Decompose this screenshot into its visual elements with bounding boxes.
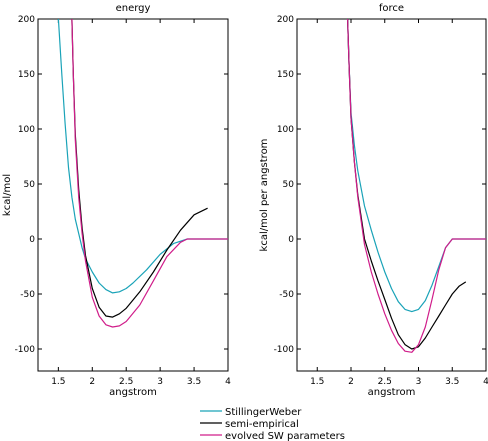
force-panel: force angstrom kcal/mol per angstrom 1.5… xyxy=(259,3,488,398)
energy-y-tick-label: -100 xyxy=(15,345,36,355)
energy-plot-frame xyxy=(37,18,229,372)
force-x-axis-label: angstrom xyxy=(368,387,416,398)
energy-x-axis-label: angstrom xyxy=(109,387,157,398)
energy-x-tick-label: 2 xyxy=(89,377,95,387)
energy-y-tick-label: 100 xyxy=(18,125,35,135)
force-y-tick-label: 0 xyxy=(288,235,294,245)
energy-y-axis-label: kcal/mol xyxy=(2,174,13,216)
force-x-tick-label: 4 xyxy=(483,377,488,387)
force-x-tick-label: 3 xyxy=(416,377,422,387)
force-y-tick-label: -50 xyxy=(279,290,294,300)
legend-label-semi-empirical: semi-empirical xyxy=(225,419,299,430)
energy-series-evolved-sw-parameters xyxy=(71,19,228,328)
energy-title: energy xyxy=(116,3,151,14)
energy-x-tick-label: 1.5 xyxy=(51,377,65,387)
force-series-semi-empirical xyxy=(347,19,467,350)
legend: StillingerWeber semi-empirical evolved S… xyxy=(200,407,345,441)
force-x-tick-label: 2.5 xyxy=(378,377,392,387)
force-y-tick-label: 200 xyxy=(277,15,294,25)
energy-y-tick-label: 150 xyxy=(18,70,35,80)
force-y-tick-label: 150 xyxy=(277,70,294,80)
energy-y-tick-label: -50 xyxy=(20,290,35,300)
energy-x-tick-label: 4 xyxy=(225,377,231,387)
force-y-axis-label: kcal/mol per angstrom xyxy=(259,139,270,252)
energy-y-tick-label: 200 xyxy=(18,15,35,25)
force-x-tick-label: 1.5 xyxy=(310,377,324,387)
energy-x-tick-label: 2.5 xyxy=(119,377,133,387)
force-x-tick-label: 2 xyxy=(348,377,354,387)
force-y-tick-label: 100 xyxy=(277,125,294,135)
force-x-tick-label: 3.5 xyxy=(445,377,459,387)
energy-x-tick-label: 3.5 xyxy=(187,377,201,387)
force-plot-frame xyxy=(296,18,487,372)
energy-x-tick-label: 3 xyxy=(157,377,163,387)
force-y-tick-label: -100 xyxy=(274,345,295,355)
force-series-group xyxy=(347,19,486,353)
energy-y-tick-label: 0 xyxy=(29,235,35,245)
force-y-tick-label: 50 xyxy=(283,180,295,190)
legend-label-evolved-sw: evolved SW parameters xyxy=(225,431,345,441)
energy-panel: energy angstrom kcal/mol 1.5 2 2.5 3 3.5 4 -10… xyxy=(2,3,231,398)
force-series-stillingerweber xyxy=(347,19,486,313)
energy-series-group xyxy=(57,19,228,328)
force-series-evolved-sw-parameters xyxy=(347,19,486,353)
energy-y-tick-label: 50 xyxy=(24,180,36,190)
legend-label-stillingerweber: StillingerWeber xyxy=(225,407,302,418)
force-title: force xyxy=(379,3,404,14)
